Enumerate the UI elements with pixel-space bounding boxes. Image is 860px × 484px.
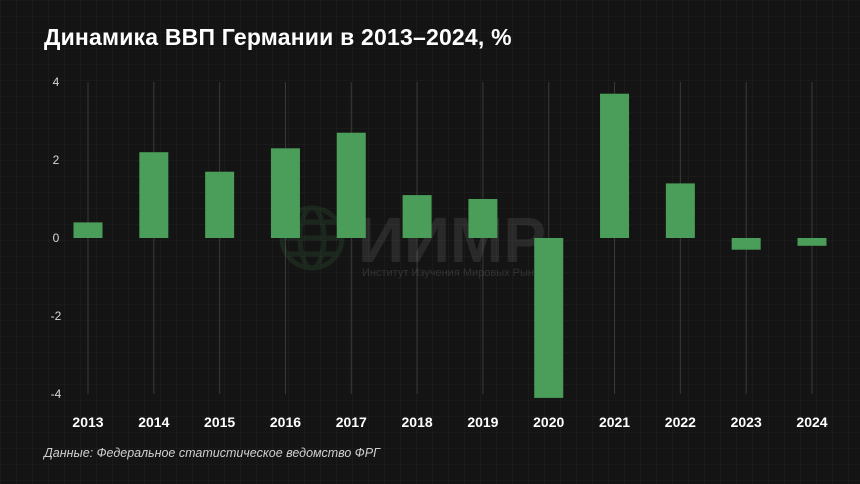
y-tick-label: -4 (51, 387, 62, 401)
bar-2021 (600, 93, 630, 238)
bar-2014 (139, 152, 169, 238)
chart-title: Динамика ВВП Германии в 2013–2024, % (44, 24, 512, 50)
x-tick-label: 2017 (336, 414, 367, 430)
y-tick-label: -2 (51, 309, 62, 323)
y-axis: -4 -2 0 2 4 (51, 75, 62, 401)
x-tick-label: 2019 (467, 414, 498, 430)
bar-2022 (665, 183, 695, 238)
watermark-name: ИИМР (358, 204, 546, 276)
bar-2016 (270, 148, 300, 238)
source-note: Данные: Федеральное статистическое ведом… (44, 446, 380, 460)
x-tick-label: 2022 (665, 414, 696, 430)
y-tick-label: 4 (53, 75, 60, 89)
x-tick-label: 2020 (533, 414, 564, 430)
watermark-subtitle: Институт Изучения Мировых Рынков (362, 267, 551, 279)
x-tick-label: 2016 (270, 414, 301, 430)
bars (73, 93, 827, 398)
x-tick-label: 2024 (796, 414, 827, 430)
watermark: ИИМР Институт Изучения Мировых Рынков (279, 204, 551, 279)
bar-2023 (731, 238, 761, 250)
y-tick-label: 2 (53, 153, 60, 167)
bar-2015 (205, 171, 235, 238)
x-tick-label: 2023 (731, 414, 762, 430)
x-tick-label: 2013 (72, 414, 103, 430)
bar-2020 (534, 238, 564, 398)
bar-2013 (73, 222, 103, 238)
bar-2017 (336, 132, 366, 238)
x-tick-label: 2018 (402, 414, 433, 430)
bar-2024 (797, 238, 827, 246)
x-tick-label: 2015 (204, 414, 235, 430)
bar-2018 (402, 195, 432, 238)
x-tick-label: 2014 (138, 414, 169, 430)
x-tick-label: 2021 (599, 414, 630, 430)
x-axis: 2013 2014 2015 2016 2017 2018 2019 2020 2021 2022… (72, 414, 827, 430)
y-tick-label: 0 (53, 231, 60, 245)
bar-2019 (468, 199, 498, 238)
